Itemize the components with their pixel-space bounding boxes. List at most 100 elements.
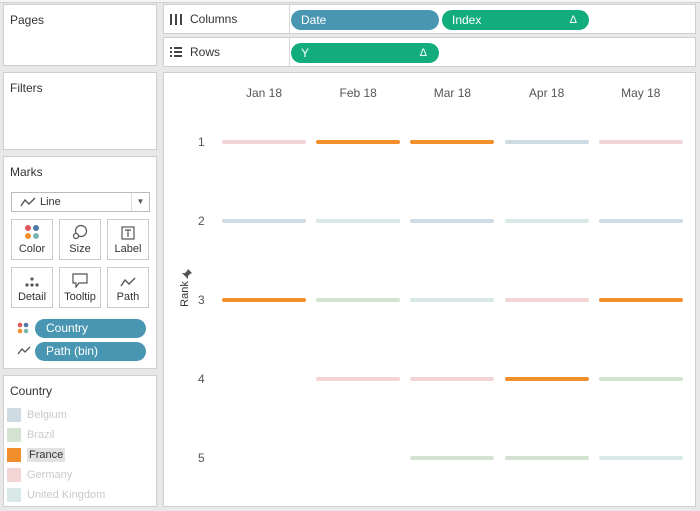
legend-swatch	[7, 488, 21, 502]
viz-area[interactable]	[163, 72, 696, 507]
y-pill-label: Y	[301, 46, 310, 60]
mark-belgium[interactable]	[222, 219, 306, 223]
legend-swatch	[7, 468, 21, 482]
column-header: Feb 18	[339, 86, 377, 100]
delta-icon: Δ	[569, 14, 577, 26]
mark-belgium[interactable]	[504, 140, 589, 144]
mark-united-kingdom[interactable]	[598, 456, 683, 460]
columns-label: Columns	[190, 12, 238, 26]
mark-united-kingdom[interactable]	[504, 219, 589, 223]
pages-title: Pages	[10, 13, 45, 27]
legend-label: Brazil	[27, 429, 55, 441]
chevron-down-icon[interactable]: ▼	[131, 193, 149, 211]
mark-united-kingdom[interactable]	[410, 298, 495, 302]
mark-united-kingdom[interactable]	[316, 219, 401, 223]
size-label: Size	[69, 243, 91, 255]
color-dots-icon	[17, 322, 29, 334]
mark-belgium[interactable]	[598, 219, 683, 223]
path-line-icon	[17, 346, 31, 355]
pin-icon	[182, 269, 192, 279]
column-header: May 18	[621, 86, 661, 100]
country-legend: Country Belgium Brazil France Germany Un…	[3, 375, 157, 507]
size-button[interactable]: Size	[59, 219, 101, 260]
mark-germany[interactable]	[316, 377, 401, 381]
color-label: Color	[18, 243, 46, 255]
legend-item-germany[interactable]: Germany	[7, 466, 72, 484]
shelf-divider	[289, 5, 290, 33]
country-pill[interactable]: Country	[35, 319, 146, 338]
rows-label: Rows	[190, 45, 221, 59]
mark-brazil[interactable]	[504, 456, 589, 460]
mark-brazil[interactable]	[316, 298, 401, 302]
label-icon	[121, 226, 135, 240]
marks-title: Marks	[10, 165, 43, 179]
legend-title: Country	[10, 384, 53, 398]
color-icon	[25, 225, 39, 239]
rank-tick-label: 5	[198, 451, 205, 465]
mark-germany[interactable]	[504, 298, 589, 302]
legend-label: Germany	[27, 469, 73, 481]
label-button[interactable]: Label	[107, 219, 149, 260]
columns-icon	[170, 13, 182, 25]
legend-item-belgium[interactable]: Belgium	[7, 406, 67, 424]
index-pill-label: Index	[452, 13, 482, 27]
rank-tick-label: 4	[198, 372, 205, 386]
legend-label: United Kingdom	[27, 489, 106, 501]
rank-tick-label: 2	[198, 214, 205, 228]
rank-axis-title: Rank	[178, 268, 198, 318]
shelf-divider	[289, 38, 290, 66]
mark-france[interactable]	[222, 298, 306, 302]
legend-item-united-kingdom[interactable]: United Kingdom	[7, 486, 105, 504]
tooltip-label: Tooltip	[64, 291, 96, 303]
path-button[interactable]: Path	[107, 267, 149, 308]
date-pill[interactable]: Date	[291, 10, 439, 30]
legend-label: Belgium	[27, 409, 67, 421]
mark-france[interactable]	[410, 140, 495, 144]
column-header: Apr 18	[528, 86, 565, 100]
rank-tick-label: 3	[198, 293, 205, 307]
mark-type-dropdown[interactable]: Line ▼	[11, 192, 150, 212]
rows-icon	[170, 47, 182, 57]
color-button[interactable]: Color	[11, 219, 53, 260]
rank-tick-label: 1	[198, 135, 205, 149]
top-strip	[0, 0, 700, 3]
filters-title: Filters	[10, 81, 43, 95]
legend-item-france[interactable]: France	[7, 446, 66, 464]
index-pill[interactable]: Index Δ	[442, 10, 589, 30]
legend-swatch	[7, 428, 21, 442]
mark-brazil[interactable]	[598, 377, 683, 381]
column-header: Jan 18	[245, 86, 283, 100]
pages-card[interactable]: Pages	[3, 4, 157, 66]
mark-belgium[interactable]	[410, 219, 495, 223]
filters-card[interactable]: Filters	[3, 72, 157, 150]
detail-button[interactable]: Detail	[11, 267, 53, 308]
mark-germany[interactable]	[598, 140, 683, 144]
mark-germany[interactable]	[410, 377, 495, 381]
marks-card: Marks Line ▼ Color Size Label Detail Too…	[3, 156, 157, 369]
tooltip-button[interactable]: Tooltip	[59, 267, 101, 308]
path-bin-pill[interactable]: Path (bin)	[35, 342, 146, 361]
column-header: Mar 18	[433, 86, 472, 100]
line-icon	[20, 197, 36, 207]
columns-shelf[interactable]: Columns Date Index Δ	[163, 4, 696, 34]
delta-icon: Δ	[419, 47, 427, 59]
legend-swatch	[7, 408, 21, 422]
detail-icon	[25, 277, 39, 287]
mark-france[interactable]	[316, 140, 401, 144]
legend-label: France	[27, 448, 66, 462]
tooltip-icon	[72, 273, 88, 288]
legend-item-brazil[interactable]: Brazil	[7, 426, 55, 444]
rows-shelf[interactable]: Rows Y Δ	[163, 37, 696, 67]
mark-germany[interactable]	[222, 140, 306, 144]
mark-france[interactable]	[598, 298, 683, 302]
date-pill-label: Date	[301, 13, 327, 27]
mark-brazil[interactable]	[410, 456, 495, 460]
size-icon	[72, 224, 88, 240]
rank-axis-label: Rank	[179, 281, 191, 307]
detail-label: Detail	[17, 291, 47, 303]
mark-type-value: Line	[40, 196, 61, 208]
y-pill[interactable]: Y Δ	[291, 43, 439, 63]
mark-france[interactable]	[504, 377, 589, 381]
legend-swatch	[7, 448, 21, 462]
label-label: Label	[114, 243, 142, 255]
